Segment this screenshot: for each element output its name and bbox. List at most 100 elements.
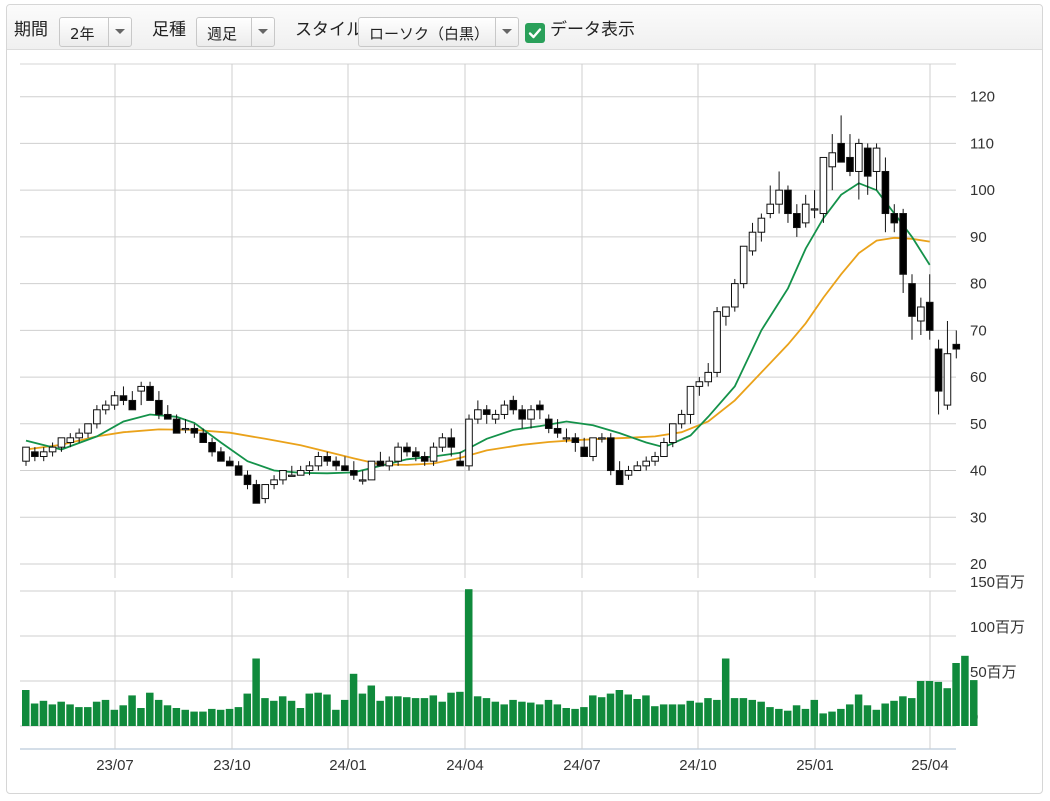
x-tick-label: 24/07 xyxy=(563,757,601,774)
volume-bar xyxy=(110,709,119,726)
candle-body xyxy=(553,427,562,434)
volume-bar xyxy=(597,697,606,726)
candle-body xyxy=(580,446,588,458)
candle-body xyxy=(270,479,278,486)
candle-body xyxy=(668,423,677,443)
volume-bar xyxy=(22,690,30,726)
volume-bar xyxy=(39,700,48,726)
candle-body xyxy=(793,213,801,229)
volume-bar xyxy=(137,708,145,726)
volume-bar xyxy=(57,701,65,726)
candle-body xyxy=(766,203,775,215)
candle-body xyxy=(358,479,367,482)
volume-bar xyxy=(686,700,694,726)
period-select-value: 2年 xyxy=(70,25,95,43)
candle-body xyxy=(757,217,766,233)
price-tick-label: 120 xyxy=(970,89,995,106)
volume-bar xyxy=(482,698,491,726)
candle-body xyxy=(199,432,207,443)
candle-body xyxy=(518,409,526,420)
candle-body xyxy=(296,470,305,476)
volume-bar xyxy=(766,707,774,726)
candle-body xyxy=(491,413,500,420)
candle-body xyxy=(855,142,863,172)
candle-body xyxy=(748,231,757,252)
interval-select[interactable]: 週足 xyxy=(196,17,275,47)
volume-bar xyxy=(128,695,136,726)
candle-body xyxy=(323,456,332,462)
volume-bar xyxy=(367,685,376,726)
style-select[interactable]: ローソク（白黒） xyxy=(358,17,519,47)
x-tick-label: 24/01 xyxy=(329,757,367,774)
candle-body xyxy=(925,301,934,331)
volume-bar xyxy=(429,695,438,726)
candle-body xyxy=(39,451,48,458)
candle-body xyxy=(934,348,943,392)
volume-bar xyxy=(92,701,101,726)
volume-bar xyxy=(970,680,978,726)
candle-body xyxy=(739,245,748,285)
volume-bar xyxy=(801,708,810,726)
volume-bar xyxy=(828,711,836,726)
candle-body xyxy=(544,418,553,429)
candle-body xyxy=(660,441,668,458)
volume-bar xyxy=(163,705,172,726)
volume-bar xyxy=(943,688,951,726)
candle-body xyxy=(474,409,482,420)
candle-body xyxy=(119,395,128,401)
candle-body xyxy=(155,399,163,415)
show-data-checkbox[interactable] xyxy=(525,23,545,43)
candle-body xyxy=(447,437,456,448)
volume-bar xyxy=(872,709,881,726)
volume-bar xyxy=(314,692,322,726)
candle-body xyxy=(146,385,154,401)
chevron-down-icon xyxy=(108,18,131,46)
volume-bar xyxy=(154,699,163,726)
candle-body xyxy=(828,152,837,168)
volume-bar xyxy=(491,701,500,726)
volume-bar xyxy=(606,693,615,726)
period-label: 期間 xyxy=(14,20,48,40)
volume-bar xyxy=(562,708,570,726)
volume-bar xyxy=(589,695,597,726)
volume-bar xyxy=(376,700,384,726)
candle-body xyxy=(899,213,907,275)
volume-bar xyxy=(651,706,659,726)
candle-body xyxy=(536,404,544,411)
volume-bar xyxy=(172,708,181,726)
x-tick-label: 25/01 xyxy=(796,757,834,774)
candle-body xyxy=(75,432,83,439)
candle-body xyxy=(190,427,199,434)
volume-bar xyxy=(739,698,748,726)
short-moving-average-line xyxy=(25,182,931,475)
price-tick-label: 50 xyxy=(970,416,987,433)
price-tick-label: 40 xyxy=(970,463,987,480)
period-select[interactable]: 2年 xyxy=(59,17,132,47)
volume-bar xyxy=(296,708,305,726)
candle-body xyxy=(801,203,810,224)
candle-body xyxy=(288,474,296,477)
volume-bar xyxy=(633,699,641,726)
volume-bar xyxy=(624,694,632,726)
volume-bar xyxy=(278,696,287,726)
volume-bar xyxy=(447,692,455,726)
candle-body xyxy=(163,413,172,420)
candle-body xyxy=(350,470,358,476)
volume-bar xyxy=(66,704,74,726)
style-label: スタイル xyxy=(295,20,363,40)
candle-body xyxy=(279,470,287,481)
long-moving-average-line xyxy=(25,236,930,466)
candle-body xyxy=(615,470,624,486)
volume-bar xyxy=(881,703,889,726)
volume-bar xyxy=(642,695,650,726)
candle-body xyxy=(704,371,713,383)
volume-bar xyxy=(580,707,588,726)
chart-toolbar: 期間 2年 足種 週足 スタイル ローソク（白黒） データ表示 xyxy=(7,5,1042,50)
volume-bar xyxy=(854,694,863,726)
volume-bar xyxy=(952,663,960,726)
volume-bar xyxy=(243,693,251,726)
volume-bar xyxy=(518,701,526,726)
volume-bar xyxy=(190,711,198,726)
volume-bar xyxy=(473,696,482,726)
